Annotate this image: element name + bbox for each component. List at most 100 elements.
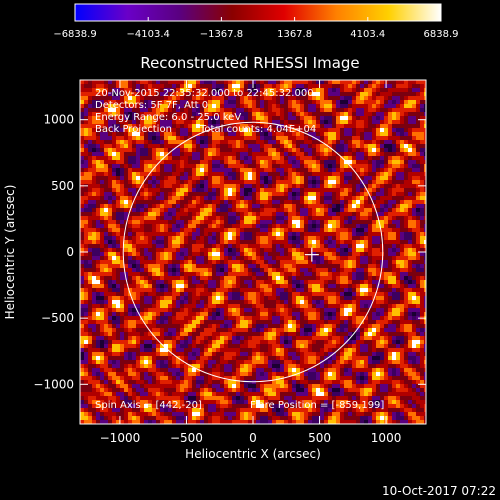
heatmap-cell (424, 144, 426, 148)
heatmap-cell (316, 216, 320, 220)
heatmap-cell (144, 188, 148, 192)
heatmap-cell (80, 304, 84, 308)
heatmap-cell (268, 176, 272, 180)
heatmap-cell (308, 260, 312, 264)
heatmap-cell (168, 288, 172, 292)
heatmap-cell (292, 164, 296, 168)
heatmap-cell (112, 136, 116, 140)
heatmap-cell (320, 244, 324, 248)
heatmap-cell (212, 292, 216, 296)
heatmap-cell (84, 112, 88, 116)
heatmap-cell (300, 256, 304, 260)
heatmap-cell (104, 128, 108, 132)
heatmap-cell (228, 180, 232, 184)
heatmap-cell (192, 216, 196, 220)
heatmap-cell (356, 92, 360, 96)
heatmap-cell (216, 84, 220, 88)
heatmap-cell (316, 304, 320, 308)
heatmap-cell (80, 176, 84, 180)
heatmap-cell (188, 252, 192, 256)
heatmap-cell (408, 176, 412, 180)
heatmap-cell (408, 292, 412, 296)
heatmap-cell (404, 184, 408, 188)
heatmap-cell (396, 132, 400, 136)
heatmap-cell (228, 84, 232, 88)
heatmap-cell (168, 268, 172, 272)
heatmap-cell (108, 228, 112, 232)
heatmap-cell (368, 84, 372, 88)
heatmap-cell (136, 160, 140, 164)
heatmap-cell (216, 228, 220, 232)
heatmap-cell (304, 244, 308, 248)
heatmap-cell (136, 296, 140, 300)
heatmap-cell (328, 188, 332, 192)
heatmap-cell (320, 176, 324, 180)
heatmap-cell (400, 272, 404, 276)
heatmap-cell (256, 92, 260, 96)
heatmap-cell (168, 196, 172, 200)
heatmap-cell (316, 188, 320, 192)
heatmap-cell (312, 152, 316, 156)
heatmap-cell (260, 96, 264, 100)
heatmap-cell (196, 216, 200, 220)
heatmap-cell (400, 168, 404, 172)
heatmap-cell (88, 244, 92, 248)
heatmap-cell (340, 92, 344, 96)
heatmap-cell (352, 228, 356, 232)
heatmap-cell (392, 88, 396, 92)
heatmap-cell (108, 136, 112, 140)
heatmap-cell (344, 156, 348, 160)
heatmap-cell (296, 164, 300, 168)
heatmap-cell (408, 140, 412, 144)
heatmap-cell (336, 228, 340, 232)
heatmap-cell (216, 252, 220, 256)
heatmap-cell (368, 100, 372, 104)
heatmap-cell (232, 164, 236, 168)
heatmap-cell (392, 96, 396, 100)
heatmap-cell (360, 280, 364, 284)
heatmap-cell (92, 92, 96, 96)
heatmap-cell (312, 288, 316, 292)
heatmap-cell (156, 308, 160, 312)
heatmap-cell (412, 192, 416, 196)
heatmap-cell (204, 188, 208, 192)
heatmap-cell (148, 196, 152, 200)
heatmap-cell (212, 92, 216, 96)
heatmap-cell (256, 96, 260, 100)
heatmap-cell (192, 292, 196, 296)
heatmap-cell (88, 196, 92, 200)
heatmap-cell (228, 184, 232, 188)
heatmap-cell (260, 108, 264, 112)
heatmap-cell (176, 264, 180, 268)
heatmap-cell (360, 92, 364, 96)
heatmap-cell (196, 200, 200, 204)
heatmap-cell (244, 272, 248, 276)
heatmap-cell (316, 176, 320, 180)
heatmap-cell (424, 208, 426, 212)
heatmap-cell (124, 92, 128, 96)
heatmap-cell (200, 184, 204, 188)
heatmap-cell (340, 236, 344, 240)
heatmap-cell (248, 292, 252, 296)
heatmap-cell (400, 200, 404, 204)
heatmap-cell (388, 176, 392, 180)
heatmap-cell (424, 292, 426, 296)
heatmap-cell (164, 200, 168, 204)
heatmap-cell (148, 124, 152, 128)
heatmap-cell (144, 208, 148, 212)
heatmap-cell (276, 160, 280, 164)
heatmap-cell (356, 192, 360, 196)
heatmap-cell (252, 112, 256, 116)
heatmap-cell (244, 148, 248, 152)
heatmap-cell (308, 168, 312, 172)
heatmap-cell (228, 208, 232, 212)
heatmap-cell (404, 244, 408, 248)
heatmap-cell (240, 208, 244, 212)
heatmap-cell (112, 116, 116, 120)
heatmap-cell (296, 220, 300, 224)
heatmap-cell (272, 288, 276, 292)
heatmap-cell (228, 80, 232, 84)
heatmap-cell (364, 144, 368, 148)
heatmap-cell (252, 240, 256, 244)
heatmap-cell (220, 236, 224, 240)
